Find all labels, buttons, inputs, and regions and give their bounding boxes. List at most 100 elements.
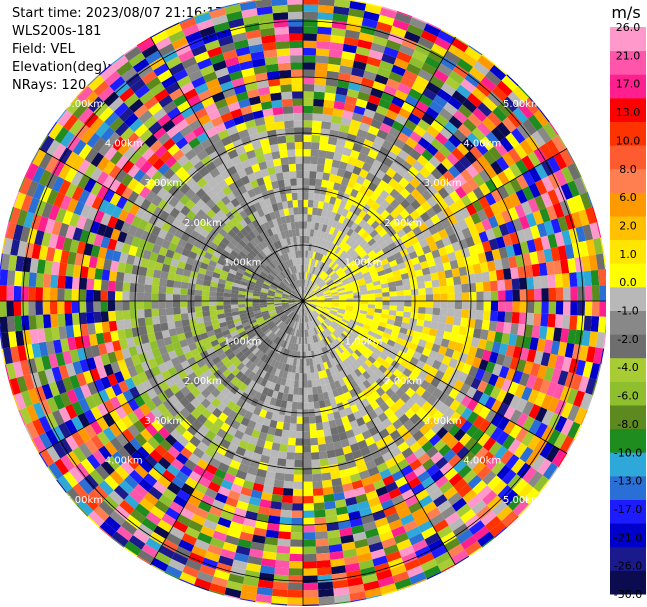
range-gate xyxy=(216,287,225,293)
range-gate xyxy=(48,462,64,480)
range-gate xyxy=(57,301,65,314)
range-gate xyxy=(383,407,394,418)
range-gate xyxy=(297,307,301,315)
range-gate xyxy=(167,321,176,330)
range-gate xyxy=(393,452,406,464)
range-gate xyxy=(238,250,247,259)
range-gate xyxy=(276,308,284,313)
range-gate xyxy=(157,132,171,146)
range-gate xyxy=(518,312,527,325)
range-gate xyxy=(385,133,397,145)
range-gate xyxy=(150,564,166,573)
range-gate xyxy=(179,183,191,195)
range-gate xyxy=(567,258,577,273)
range-gate xyxy=(318,253,324,262)
range-gate xyxy=(84,147,99,164)
range-gate xyxy=(310,149,319,158)
range-gate xyxy=(141,210,153,223)
range-gate xyxy=(346,373,355,383)
range-gate xyxy=(20,359,31,376)
range-gate xyxy=(539,442,554,459)
range-gate xyxy=(308,401,315,410)
range-gate xyxy=(14,270,23,287)
range-gate xyxy=(284,363,290,372)
range-gate xyxy=(285,334,290,342)
range-gate xyxy=(515,334,525,348)
range-gate xyxy=(492,106,508,122)
range-gate xyxy=(303,553,317,562)
range-gate xyxy=(339,468,350,478)
range-gate xyxy=(338,409,348,418)
range-gate xyxy=(519,301,528,313)
range-gate xyxy=(303,604,319,606)
range-gate xyxy=(210,204,221,214)
range-gate xyxy=(288,297,296,300)
range-gate xyxy=(282,304,290,308)
range-gate xyxy=(303,228,307,236)
range-gate xyxy=(321,479,333,488)
range-gate xyxy=(157,162,170,176)
range-gate xyxy=(343,170,353,180)
range-gate xyxy=(509,178,523,193)
range-gate xyxy=(287,604,303,606)
range-gate xyxy=(333,492,346,501)
range-gate xyxy=(425,173,438,185)
range-gate xyxy=(294,459,303,468)
range-gate xyxy=(300,308,302,316)
range-gate xyxy=(315,545,330,554)
range-gate xyxy=(579,192,592,210)
range-gate xyxy=(334,395,342,405)
range-gate xyxy=(303,496,314,504)
range-gate xyxy=(336,424,346,434)
range-gate xyxy=(478,196,490,210)
range-gate xyxy=(386,339,396,347)
range-gate xyxy=(370,220,380,230)
range-gate xyxy=(546,381,558,397)
range-gate xyxy=(329,323,337,330)
range-gate xyxy=(270,226,278,235)
range-gate xyxy=(286,276,292,284)
range-gate xyxy=(501,75,518,92)
range-gate xyxy=(398,44,415,57)
range-gate xyxy=(174,178,186,190)
range-gate xyxy=(340,117,352,127)
range-gate xyxy=(268,456,279,466)
range-gate xyxy=(303,98,314,106)
range-gate xyxy=(315,538,329,547)
range-gate xyxy=(345,357,354,366)
range-gate xyxy=(180,301,188,308)
range-gate xyxy=(349,204,358,214)
range-gate xyxy=(87,322,96,335)
range-gate xyxy=(377,179,388,190)
range-gate xyxy=(329,397,337,406)
range-gate xyxy=(451,497,467,512)
range-gate xyxy=(186,381,197,392)
range-gate xyxy=(38,169,52,187)
range-gate xyxy=(360,301,369,305)
range-gate xyxy=(313,327,318,335)
range-gate xyxy=(417,36,435,50)
range-gate xyxy=(426,184,438,197)
range-gate xyxy=(190,387,201,398)
range-gate xyxy=(28,272,37,287)
range-gate xyxy=(297,329,300,337)
range-gate xyxy=(259,298,267,301)
range-gate xyxy=(428,434,442,447)
range-gate xyxy=(253,391,262,401)
range-gate xyxy=(180,386,191,397)
range-gate xyxy=(319,281,326,288)
range-gate xyxy=(98,526,112,538)
range-gate xyxy=(334,417,344,427)
range-gate xyxy=(292,343,297,351)
range-gate xyxy=(310,298,318,301)
range-gate xyxy=(135,247,145,258)
range-gate xyxy=(76,241,87,255)
range-gate xyxy=(276,217,283,226)
range-gate xyxy=(501,117,517,133)
range-gate xyxy=(96,431,110,446)
range-gate xyxy=(324,295,332,298)
range-gate xyxy=(192,125,206,138)
range-gate xyxy=(257,384,265,394)
range-gate xyxy=(151,194,163,207)
range-gate xyxy=(334,499,347,509)
